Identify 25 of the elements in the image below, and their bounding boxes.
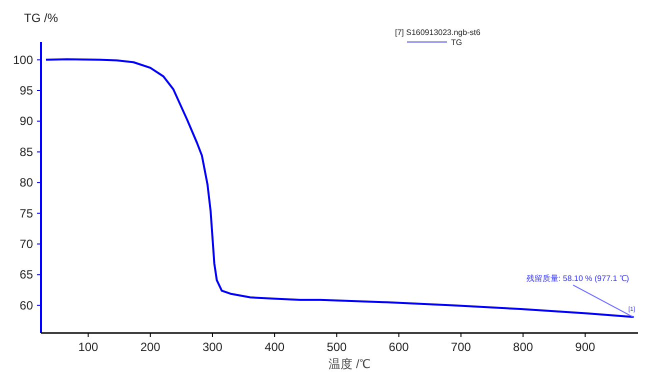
y-tick-label: 90 xyxy=(20,114,34,128)
y-tick-label: 85 xyxy=(20,144,34,159)
x-axis-title: 温度 /℃ xyxy=(328,357,370,371)
x-tick-label: 100 xyxy=(78,340,99,354)
legend-title: [7] S160913023.ngb-st6 xyxy=(395,28,481,37)
x-tick-label: 500 xyxy=(326,340,348,354)
legend-label: TG xyxy=(451,38,462,47)
x-tick-label: 800 xyxy=(513,340,534,354)
x-tick-label: 900 xyxy=(575,340,596,354)
y-tick-label: 70 xyxy=(20,236,34,251)
y-tick-label: 60 xyxy=(20,298,34,312)
y-tick-label: 95 xyxy=(20,84,34,98)
annotation: 残留质量: 58.10 % (977.1 ℃) xyxy=(526,274,630,284)
y-axis-title: TG /% xyxy=(24,11,58,25)
y-tick-label: 75 xyxy=(20,206,34,220)
x-tick-label: 300 xyxy=(202,340,223,354)
y-tick-label: 100 xyxy=(12,52,34,67)
y-tick-label: 80 xyxy=(20,176,34,190)
x-tick-label: 400 xyxy=(264,340,285,354)
x-tick-label: 700 xyxy=(450,340,472,354)
line-series xyxy=(44,58,635,318)
x-tick-label: 200 xyxy=(140,340,161,354)
y-tick-label: 65 xyxy=(20,268,34,282)
legend: [7] S160913023.ngb-st6 TG xyxy=(395,28,480,47)
x-tick-label: 600 xyxy=(388,340,410,354)
